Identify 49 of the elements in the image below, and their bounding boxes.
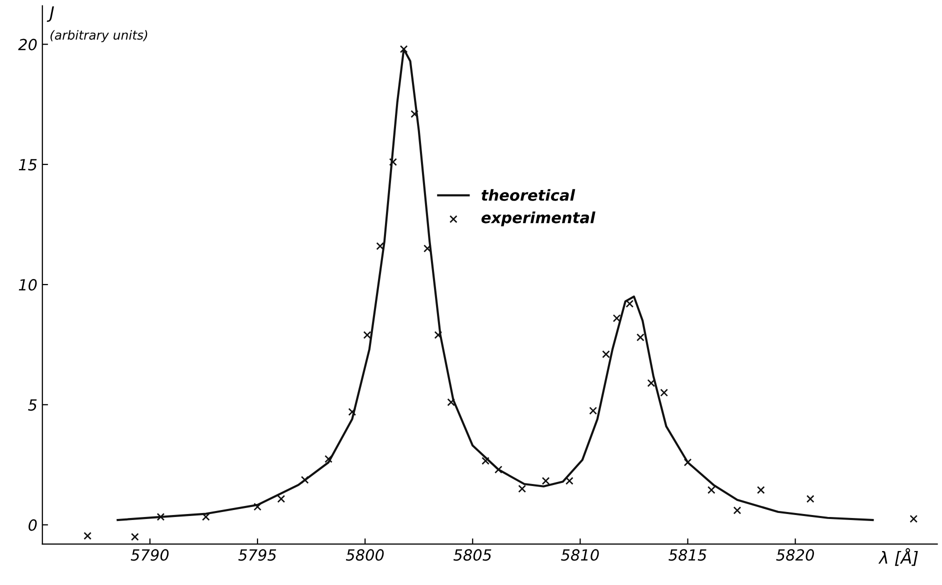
x-tick-label: 5800 <box>346 549 384 561</box>
x-tick-label: 5810 <box>561 549 599 561</box>
point <box>254 502 262 511</box>
point <box>636 333 644 342</box>
point <box>612 314 621 322</box>
point <box>806 494 814 503</box>
point <box>363 331 372 339</box>
point <box>400 45 408 54</box>
point <box>756 486 765 494</box>
point <box>707 486 716 494</box>
point <box>324 455 332 463</box>
point <box>602 350 610 358</box>
point <box>733 506 742 514</box>
point <box>424 244 432 252</box>
y-tick-label: 15 <box>18 159 37 170</box>
legend-label: experimental <box>481 211 596 226</box>
point <box>348 408 356 416</box>
y-tick-label: 5 <box>28 399 37 411</box>
x-tick-label: 5805 <box>453 549 492 561</box>
point <box>518 484 526 493</box>
line-series <box>116 48 874 522</box>
annotation: (arbitrary units) <box>50 30 148 42</box>
point <box>156 512 165 521</box>
point <box>647 379 656 388</box>
x-tick-label: 5815 <box>668 549 706 561</box>
point <box>565 476 574 485</box>
point <box>660 388 668 397</box>
point <box>589 406 598 415</box>
y-tick-label: 0 <box>28 519 37 531</box>
point <box>376 242 384 250</box>
point <box>84 532 92 540</box>
point <box>910 514 918 523</box>
point <box>130 532 139 541</box>
y-tick-label: 10 <box>18 279 37 291</box>
point <box>542 476 550 485</box>
point <box>277 494 286 503</box>
point <box>389 158 397 166</box>
point <box>434 331 442 339</box>
x-tick-label: 5795 <box>238 549 276 561</box>
legend-label: theoretical <box>482 189 576 201</box>
point <box>482 456 490 465</box>
point <box>410 110 418 118</box>
x-tick-label: 5820 <box>776 549 814 561</box>
y-tick-label: 20 <box>18 38 37 50</box>
x-tick-label: 5790 <box>130 549 169 561</box>
point <box>626 300 634 308</box>
point <box>447 398 456 406</box>
x-axis-title: λ [Å] <box>878 548 918 566</box>
y-axis-title: J <box>46 6 54 22</box>
